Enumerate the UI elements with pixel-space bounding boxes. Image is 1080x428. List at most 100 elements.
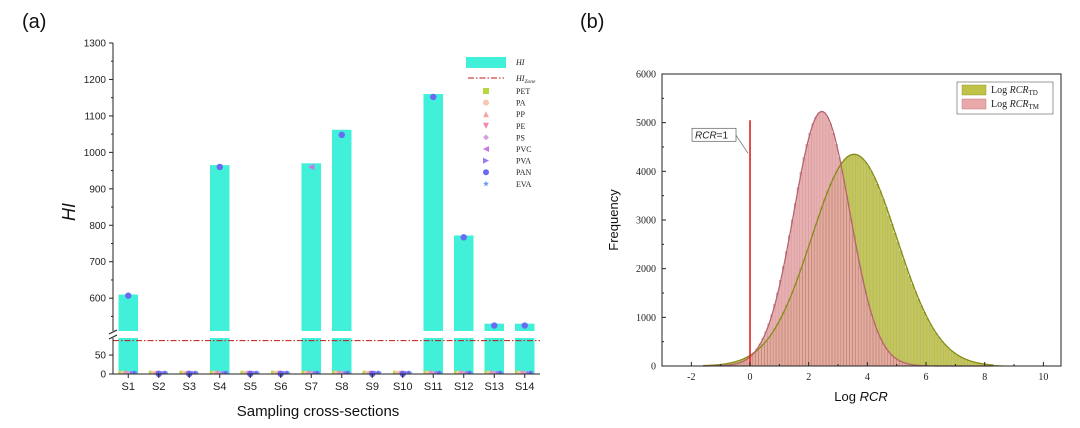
mp-marker [490, 370, 495, 375]
mp-marker [427, 370, 432, 375]
panel-a-plot: 600 700 800 900 1000 1100 1200 1300 0 50 S1 S2 S3 S4 S… [84, 39, 540, 393]
a-xtick-label: S5 [244, 381, 257, 393]
pan-marker [430, 93, 437, 101]
pan-marker [125, 292, 132, 299]
hist-bar-td [911, 284, 914, 367]
a-ytick-label: 1100 [84, 111, 106, 122]
mp-marker [221, 370, 226, 375]
a-ytick-label: 900 [89, 184, 106, 195]
hist-bar-tm [808, 132, 812, 367]
a-ytick-label: 1300 [84, 39, 107, 50]
mp-marker [423, 370, 428, 375]
a-ytick-label: 50 [95, 351, 107, 362]
hist-bar-tm [881, 343, 885, 367]
hi-bar-upper [118, 294, 139, 331]
mp-marker [496, 370, 501, 375]
mp-marker [453, 370, 458, 375]
hi-bar-lower [453, 338, 474, 374]
panel-a-label: (a) [22, 11, 46, 33]
legend-marker-pe [483, 122, 489, 129]
hist-bar-tm [849, 219, 853, 367]
legend-label-pp: PP [516, 110, 525, 119]
mp-marker [337, 370, 342, 375]
b-ytick-label: 1000 [636, 313, 656, 324]
mp-marker [301, 370, 306, 375]
a-break-mark [108, 334, 118, 340]
mp-marker [345, 370, 350, 375]
mp-marker [522, 370, 527, 375]
a-break-mark [108, 329, 118, 335]
mp-marker [305, 370, 310, 375]
a-xtick-label: S11 [424, 381, 443, 393]
mp-marker [313, 370, 318, 375]
hist-bar-tm [843, 187, 847, 367]
mp-marker [315, 370, 320, 375]
mp-marker [406, 370, 411, 375]
b-xtick-label: 6 [924, 372, 929, 383]
b-xtick-label: 10 [1038, 372, 1048, 383]
a-xtick-label: S14 [515, 381, 535, 393]
pan-marker [521, 322, 528, 329]
mp-marker [130, 370, 135, 375]
hi-bar-upper [423, 94, 444, 332]
mp-marker [165, 370, 169, 374]
hist-bar-tm [811, 123, 815, 367]
legend-marker-pvc [483, 146, 489, 152]
b-ytick-label: 6000 [636, 70, 656, 81]
hist-bar-tm [764, 331, 768, 367]
b-xtick-label: 2 [806, 372, 811, 383]
legend-marker-pva [483, 157, 489, 164]
b-legend-label-italic: RCR [1009, 99, 1029, 110]
hist-bar-td [931, 328, 935, 367]
mp-marker [215, 370, 220, 375]
legend-label-eva: EVA [516, 180, 532, 189]
hist-bar-td [943, 344, 947, 367]
panel-a-ylabel: HI [59, 203, 79, 221]
hist-bar-td [887, 215, 891, 367]
hist-bar-tm [887, 352, 891, 367]
mp-marker [284, 370, 289, 375]
hi-bar-lower [209, 338, 230, 374]
hi-bar-upper [301, 163, 322, 331]
hist-bar-td [961, 357, 964, 367]
mp-marker [457, 370, 462, 375]
hist-bar-td [952, 352, 956, 367]
hist-bar-td [940, 340, 944, 367]
mp-marker [376, 370, 381, 375]
mp-marker [240, 370, 245, 375]
a-ytick-label: 0 [100, 370, 106, 381]
hist-bar-tm [890, 355, 894, 367]
mp-marker [378, 370, 382, 374]
legend-label-pva: PVA [516, 157, 531, 166]
panel-b-xlabel-prefix: Log [834, 389, 859, 404]
mp-marker [122, 370, 127, 375]
hist-bar-td [928, 323, 932, 367]
panel-b-xlabel: Log RCR [834, 389, 887, 404]
hist-bar-td [905, 267, 909, 367]
mp-marker [429, 370, 434, 375]
legend-label-pan: PAN [516, 168, 531, 177]
mp-marker [134, 370, 138, 374]
mp-marker [226, 370, 230, 374]
hist-bar-td [934, 333, 938, 367]
hist-bar-tm [876, 331, 879, 367]
hist-bar-td [922, 312, 926, 367]
mp-marker [335, 370, 340, 375]
hist-bar-tm [861, 279, 865, 367]
a-xtick-label: S12 [454, 381, 474, 393]
hi-bar-upper [453, 235, 474, 331]
hi-bar-lower [301, 338, 322, 374]
hist-bar-tm [776, 292, 779, 367]
hist-bar-td [890, 224, 894, 367]
legend-marker-pet [483, 88, 489, 94]
legend-label-pvc: PVC [516, 145, 532, 154]
panel-b: (b) Frequency Log RCR RCR=10100020003000… [580, 11, 1062, 404]
b-legend-label-italic: RCR [1009, 85, 1029, 96]
hist-bar-tm [761, 338, 765, 367]
hist-bar-tm [767, 323, 771, 367]
legend-marker-ps [483, 134, 489, 141]
mp-marker [124, 370, 129, 375]
hist-bar-td [884, 207, 888, 367]
